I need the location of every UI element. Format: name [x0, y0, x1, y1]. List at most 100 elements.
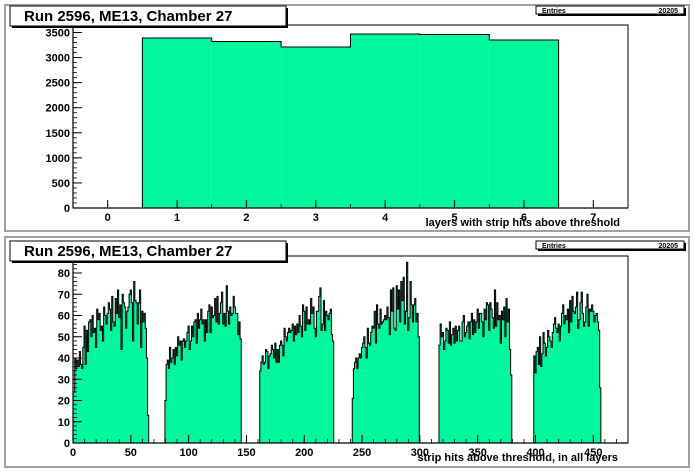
histogram-bar	[534, 372, 537, 443]
x-tick-label: 250	[353, 447, 371, 459]
histogram-bar	[500, 343, 502, 443]
histogram-bar	[361, 347, 363, 443]
histogram-bar	[118, 317, 121, 443]
histogram-bar	[145, 328, 147, 443]
x-tick-label: 2	[243, 212, 249, 224]
histogram-bar	[124, 307, 126, 443]
histogram-bar	[321, 330, 323, 443]
histogram-bar	[111, 296, 114, 443]
histogram-bar	[140, 347, 143, 443]
histogram-bar	[307, 324, 309, 443]
histogram-bar	[459, 341, 462, 443]
histogram-bar	[475, 321, 478, 443]
histogram-bar	[504, 336, 507, 443]
histogram-bar	[391, 311, 394, 443]
histogram-bar	[305, 307, 308, 443]
histogram-bar	[101, 326, 103, 443]
histogram-bar	[443, 349, 446, 443]
histogram-bar	[222, 324, 225, 443]
histogram-bar	[175, 347, 177, 443]
histogram-bar	[142, 321, 145, 443]
histogram-bar	[596, 313, 598, 443]
histogram-bar	[533, 355, 536, 443]
histogram-bar	[282, 355, 285, 443]
histogram-bar	[556, 332, 559, 443]
histogram-bar	[566, 319, 568, 443]
histogram-bar	[465, 332, 468, 443]
histogram-bar	[142, 38, 212, 209]
histogram-bar	[315, 336, 317, 443]
histogram-bar	[570, 321, 573, 443]
histogram-bar	[295, 334, 298, 443]
histogram-bar	[597, 321, 599, 443]
histogram-bar	[314, 328, 316, 443]
histogram-bar	[480, 313, 483, 443]
histogram-bar	[325, 311, 328, 443]
histogram-bar	[452, 328, 455, 443]
histogram-bar	[537, 347, 539, 443]
histogram-bar	[456, 341, 458, 443]
histogram-bar	[259, 370, 262, 443]
histogram-bar	[576, 292, 579, 443]
histogram-bar	[388, 317, 390, 443]
histogram-bar	[171, 358, 174, 443]
histogram-bar	[169, 347, 172, 443]
histogram-bar	[447, 330, 449, 443]
histogram-bar	[571, 296, 574, 443]
x-tick-label: 7	[590, 212, 596, 224]
histogram-bar	[441, 336, 443, 443]
histogram-bar	[471, 313, 473, 443]
histogram-bar	[558, 324, 560, 443]
histogram-bar	[367, 328, 369, 443]
histogram-bar	[577, 328, 580, 443]
histogram-bar	[501, 311, 503, 443]
histogram-bar	[368, 343, 370, 443]
histogram-bar	[88, 321, 91, 443]
histogram-bar	[201, 324, 204, 443]
histogram-bar	[384, 315, 387, 443]
histogram-bar	[129, 294, 131, 443]
histogram-bar	[327, 319, 330, 443]
histogram-bar	[117, 290, 119, 443]
histogram-bar	[136, 302, 138, 443]
histogram-bar	[398, 290, 400, 443]
histogram-bar	[545, 355, 547, 443]
histogram-bar	[266, 351, 269, 443]
histogram-bar	[358, 358, 360, 443]
histogram-bar	[225, 326, 227, 443]
histogram-bar	[492, 317, 494, 443]
x-tick-label: 350	[469, 447, 487, 459]
histogram-bar	[442, 332, 444, 443]
histogram-bar	[304, 330, 307, 443]
histogram-bar	[574, 313, 576, 443]
histogram-bar	[448, 343, 450, 443]
histogram-bar	[548, 336, 551, 443]
histogram-bar	[318, 296, 321, 443]
stats-box	[535, 240, 685, 250]
histogram-bar	[481, 321, 484, 443]
histogram-bar	[495, 326, 498, 443]
histogram-bar	[77, 360, 79, 443]
histogram-bar	[350, 34, 420, 208]
histogram-bar	[96, 309, 99, 443]
histogram-bar	[183, 338, 185, 443]
histogram-bar	[230, 315, 233, 443]
histogram-bar	[267, 368, 270, 443]
stats-value: 20205	[659, 243, 679, 250]
histogram-bar	[233, 296, 235, 443]
histogram-bar	[312, 307, 315, 443]
y-tick-label: 10	[58, 417, 70, 429]
histogram-bar	[137, 324, 139, 443]
histogram-bar	[589, 309, 591, 443]
histogram-bar	[376, 304, 378, 443]
histogram-bar	[203, 319, 205, 443]
stats-label: Entries	[542, 8, 566, 15]
histogram-bar	[138, 302, 140, 443]
chart-title: Run 2596, ME13, Chamber 27	[24, 8, 232, 25]
histogram-bar	[496, 302, 499, 443]
histogram-bar	[331, 334, 333, 443]
histogram-bar	[219, 313, 221, 443]
y-tick-label: 0	[64, 203, 70, 215]
histogram-bar	[287, 332, 289, 443]
histogram-bar	[100, 330, 102, 443]
